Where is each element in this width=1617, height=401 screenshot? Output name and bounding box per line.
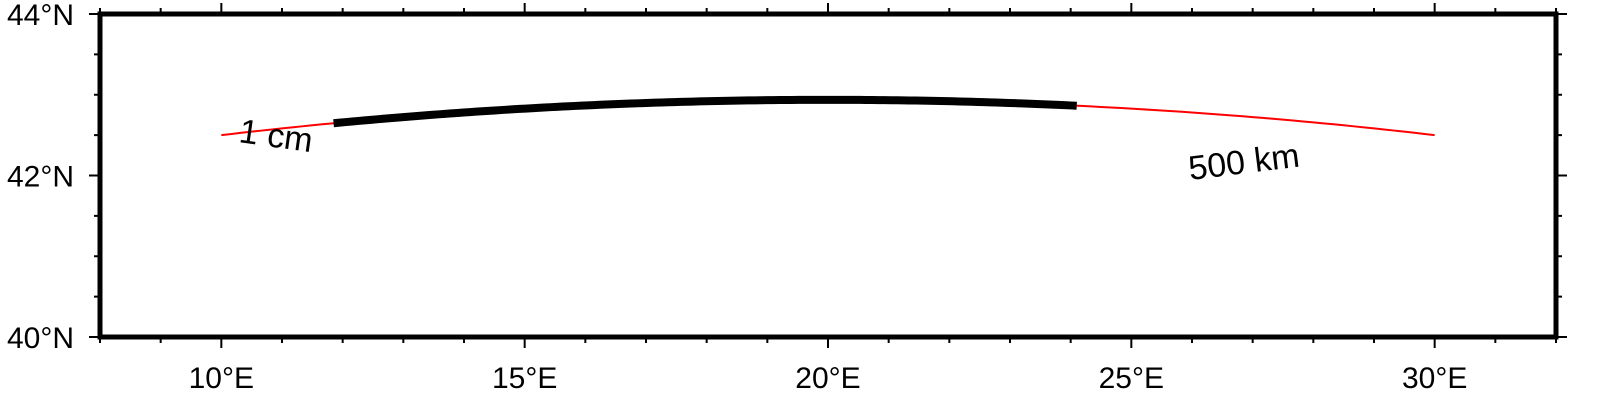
lon-tick-label: 20°E <box>795 362 860 395</box>
lat-tick-label: 40°N <box>7 322 74 355</box>
tick-marks <box>89 3 1567 348</box>
lat-tick-label: 42°N <box>7 161 74 194</box>
line-layer <box>221 95 1435 137</box>
lon-tick-label: 15°E <box>492 362 557 395</box>
lon-tick-label: 30°E <box>1402 362 1467 395</box>
lat-tick-label: 44°N <box>7 0 74 32</box>
map-frame <box>97 11 1559 340</box>
thick-segment-line <box>333 95 1077 128</box>
lon-tick-label: 25°E <box>1099 362 1164 395</box>
start-distance-label: 1 cm <box>237 112 315 160</box>
end-distance-label: 500 km <box>1186 137 1301 188</box>
tick-labels: 10°E 15°E 20°E 25°E 30°E 40°N 42°N 44°N <box>7 0 1467 395</box>
lon-tick-label: 10°E <box>189 362 254 395</box>
